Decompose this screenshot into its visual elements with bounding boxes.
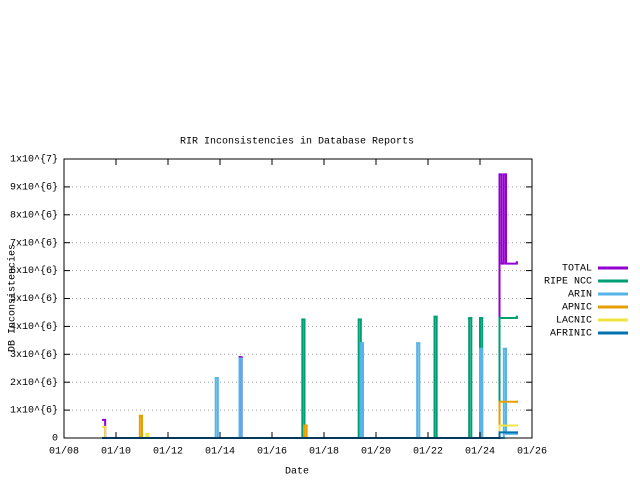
y-tick-label: 1x10^{7}	[10, 154, 58, 166]
x-tick-label: 01/08	[49, 446, 79, 458]
x-tick-label: 01/24	[465, 446, 495, 458]
legend: TOTAL RIPE NCC ARIN APNIC LACNIC AFRINIC	[544, 264, 628, 340]
x-tick-label: 01/10	[101, 446, 131, 458]
x-tick-label: 01/20	[361, 446, 391, 458]
legend-label: AFRINIC	[550, 329, 592, 340]
y-tick-label: 6x10^{6}	[10, 265, 58, 277]
x-axis-label: Date	[285, 467, 309, 478]
y-tick-label: 4x10^{6}	[10, 321, 58, 333]
y-tick-label: 2x10^{6}	[10, 377, 58, 389]
legend-label: TOTAL	[562, 264, 592, 275]
y-axis-label: DB Inconsistencies	[7, 244, 19, 352]
legend-label: APNIC	[562, 303, 592, 314]
x-tick-label: 01/16	[257, 446, 287, 458]
x-tick-label: 01/26	[517, 446, 547, 458]
y-tick-label: 0	[52, 434, 58, 445]
x-tick-label: 01/14	[205, 446, 235, 458]
legend-label: ARIN	[568, 290, 592, 301]
x-tick-label: 01/22	[413, 446, 443, 458]
legend-label: RIPE NCC	[544, 277, 592, 288]
y-tick-label: 3x10^{6}	[10, 349, 58, 361]
legend-label: LACNIC	[556, 316, 592, 327]
y-tick-label: 7x10^{6}	[10, 237, 58, 249]
x-tick-label: 01/12	[153, 446, 183, 458]
y-tick-label: 5x10^{6}	[10, 293, 58, 305]
x-tick-label: 01/18	[309, 446, 339, 458]
chart-title: RIR Inconsistencies in Database Reports	[180, 136, 414, 148]
y-tick-label: 8x10^{6}	[10, 209, 58, 221]
y-tick-label: 9x10^{6}	[10, 182, 58, 194]
y-tick-label: 1x10^{6}	[10, 405, 58, 417]
